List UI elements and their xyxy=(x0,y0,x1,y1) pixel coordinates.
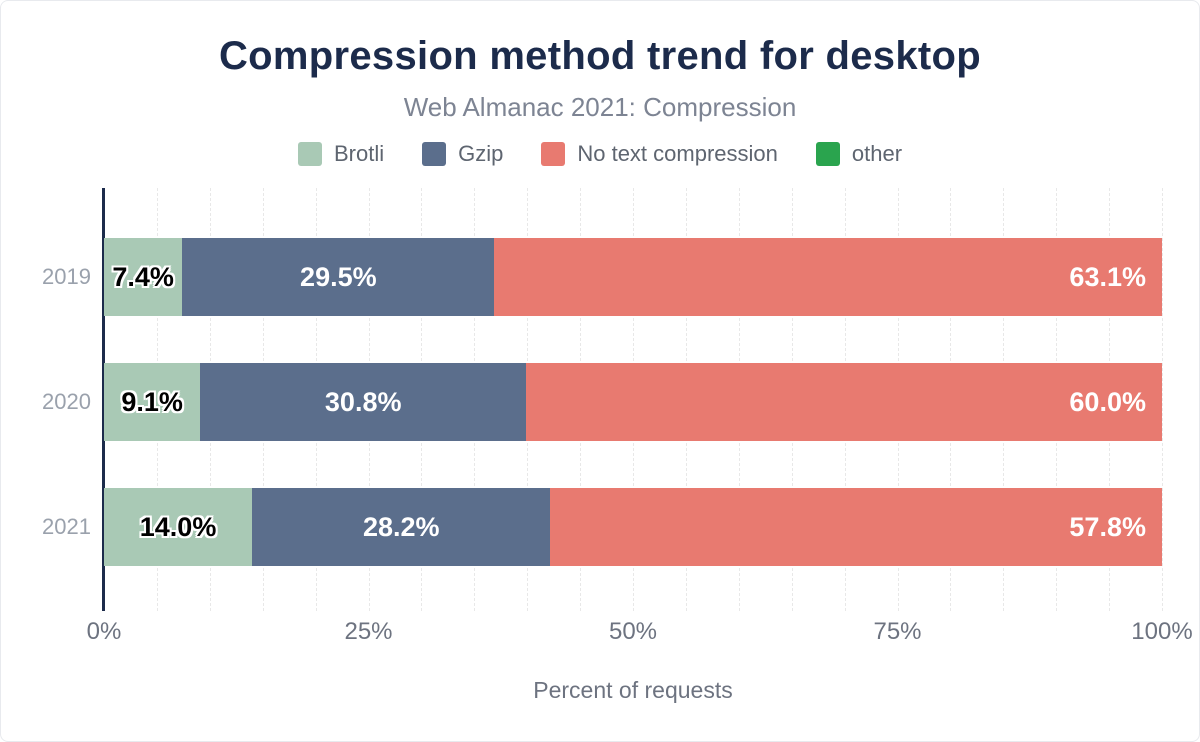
value-label-gzip-2020: 30.8% xyxy=(324,386,402,417)
chart-subtitle: Web Almanac 2021: Compression xyxy=(403,92,797,122)
x-axis-ticks: 0% 25% 50% 75% 100% xyxy=(87,618,1193,648)
bar-row-2019: 7.4% 29.5% 63.1% xyxy=(104,238,1162,316)
legend: Brotli Gzip No text compression other xyxy=(1,141,1199,167)
legend-item-no-text-compression[interactable]: No text compression xyxy=(541,141,778,167)
legend-label: No text compression xyxy=(577,141,778,166)
x-tick-100: 100% xyxy=(1131,618,1193,645)
legend-label: Gzip xyxy=(458,141,504,166)
x-tick-25: 25% xyxy=(344,618,393,645)
x-tick-75: 75% xyxy=(873,618,922,645)
gzip-swatch xyxy=(422,142,447,166)
y-axis-line xyxy=(102,188,105,611)
category-label-2019: 2019 xyxy=(42,264,91,289)
bar-row-2020: 9.1% 30.8% 60.0% xyxy=(104,363,1162,441)
value-label-brotli-2021: 14.0% xyxy=(139,511,217,542)
legend-item-other[interactable]: other xyxy=(815,141,903,167)
segment-gzip-2021[interactable]: 28.2% xyxy=(252,488,551,566)
brotli-swatch xyxy=(297,142,322,166)
segment-no-text-compression-2021[interactable]: 57.8% xyxy=(550,488,1162,566)
value-label-no-text-compression-2021: 57.8% xyxy=(1069,511,1146,542)
legend-label: Brotli xyxy=(333,141,385,166)
segment-gzip-2019[interactable]: 29.5% xyxy=(182,238,495,316)
segment-no-text-compression-2020[interactable]: 60.0% xyxy=(526,363,1162,441)
x-tick-0: 0% xyxy=(86,618,122,645)
segment-brotli-2020[interactable]: 9.1% xyxy=(104,363,201,441)
category-label-2021: 2021 xyxy=(42,514,91,539)
value-label-no-text-compression-2019: 63.1% xyxy=(1069,261,1146,292)
segment-no-text-compression-2019[interactable]: 63.1% xyxy=(494,238,1162,316)
legend-item-brotli[interactable]: Brotli xyxy=(297,141,385,167)
gridline xyxy=(1162,188,1163,611)
value-label-gzip-2019: 29.5% xyxy=(300,261,377,292)
value-label-brotli-2020: 9.1% xyxy=(121,386,183,417)
no-text-compression-swatch xyxy=(541,142,566,166)
value-label-no-text-compression-2020: 60.0% xyxy=(1069,386,1146,417)
x-axis-title: Percent of requests xyxy=(533,677,733,703)
value-label-gzip-2021: 28.2% xyxy=(363,511,440,542)
x-tick-50: 50% xyxy=(608,618,658,645)
value-label-brotli-2019: 7.4% xyxy=(112,261,174,292)
segment-gzip-2020[interactable]: 30.8% xyxy=(200,363,527,441)
bar-row-2021: 14.0% 28.2% 57.8% xyxy=(104,488,1162,566)
segment-brotli-2019[interactable]: 7.4% xyxy=(104,238,183,316)
chart-title: Compression method trend for desktop xyxy=(219,34,981,78)
plot-area: 2019 7.4% 29.5% 63.1% 2020 9.1% 30.8% 60.0% 2021… xyxy=(42,188,1163,611)
segment-brotli-2021[interactable]: 14.0% xyxy=(104,488,253,566)
other-swatch xyxy=(815,142,840,166)
category-label-2020: 2020 xyxy=(42,389,91,414)
legend-label: other xyxy=(851,141,903,166)
legend-item-gzip[interactable]: Gzip xyxy=(422,141,503,167)
